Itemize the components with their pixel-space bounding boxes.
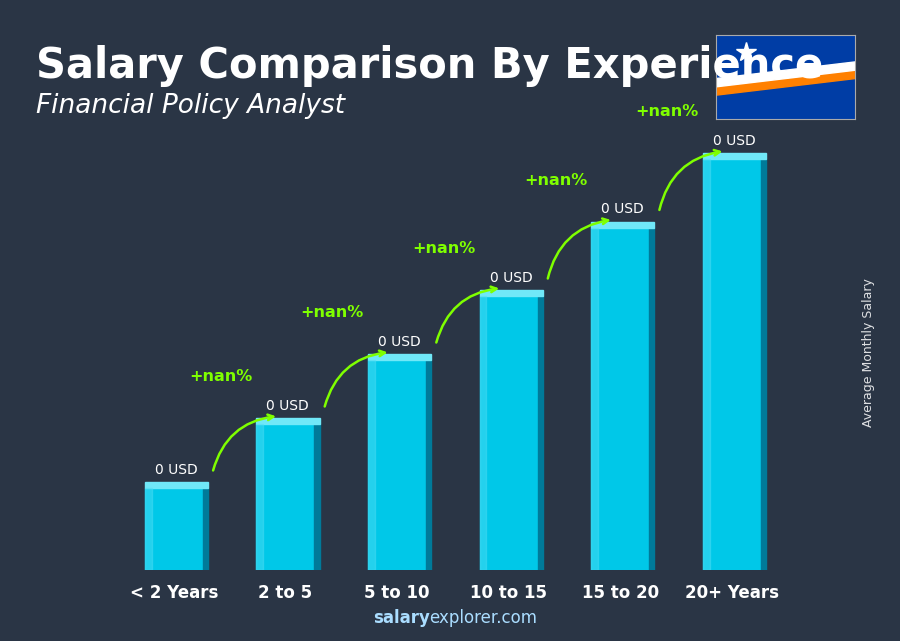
Bar	[256, 424, 314, 570]
Bar	[426, 360, 431, 570]
Bar	[368, 354, 431, 360]
Bar	[145, 488, 202, 570]
Text: +nan%: +nan%	[635, 104, 698, 119]
Text: Average Monthly Salary: Average Monthly Salary	[862, 278, 875, 427]
Text: 0 USD: 0 USD	[378, 335, 420, 349]
Bar	[703, 159, 760, 570]
Polygon shape	[716, 71, 855, 96]
Bar	[256, 424, 263, 570]
Bar	[480, 290, 543, 296]
Bar	[256, 419, 320, 424]
Text: explorer.com: explorer.com	[429, 609, 537, 627]
Bar	[703, 159, 709, 570]
Text: +nan%: +nan%	[301, 305, 364, 320]
Bar	[368, 360, 374, 570]
Bar	[591, 228, 649, 570]
Bar	[649, 228, 654, 570]
Text: Financial Policy Analyst: Financial Policy Analyst	[36, 93, 345, 119]
Text: 0 USD: 0 USD	[601, 203, 644, 216]
Bar	[480, 296, 537, 570]
Bar	[202, 488, 208, 570]
Text: Salary Comparison By Experience: Salary Comparison By Experience	[36, 45, 824, 87]
Bar	[145, 482, 208, 488]
Bar	[591, 228, 598, 570]
Bar	[537, 296, 543, 570]
Text: +nan%: +nan%	[189, 369, 252, 384]
Bar	[145, 488, 151, 570]
Bar	[591, 222, 654, 228]
Text: 0 USD: 0 USD	[155, 463, 197, 477]
Text: 0 USD: 0 USD	[713, 134, 755, 148]
Polygon shape	[716, 62, 855, 87]
Bar	[703, 153, 766, 159]
Text: 0 USD: 0 USD	[490, 271, 532, 285]
Text: +nan%: +nan%	[524, 172, 587, 188]
Bar	[480, 296, 486, 570]
Text: 0 USD: 0 USD	[266, 399, 309, 413]
Text: +nan%: +nan%	[412, 241, 475, 256]
Text: salary: salary	[374, 609, 430, 627]
Bar	[368, 360, 426, 570]
Bar	[760, 159, 766, 570]
Bar	[314, 424, 319, 570]
